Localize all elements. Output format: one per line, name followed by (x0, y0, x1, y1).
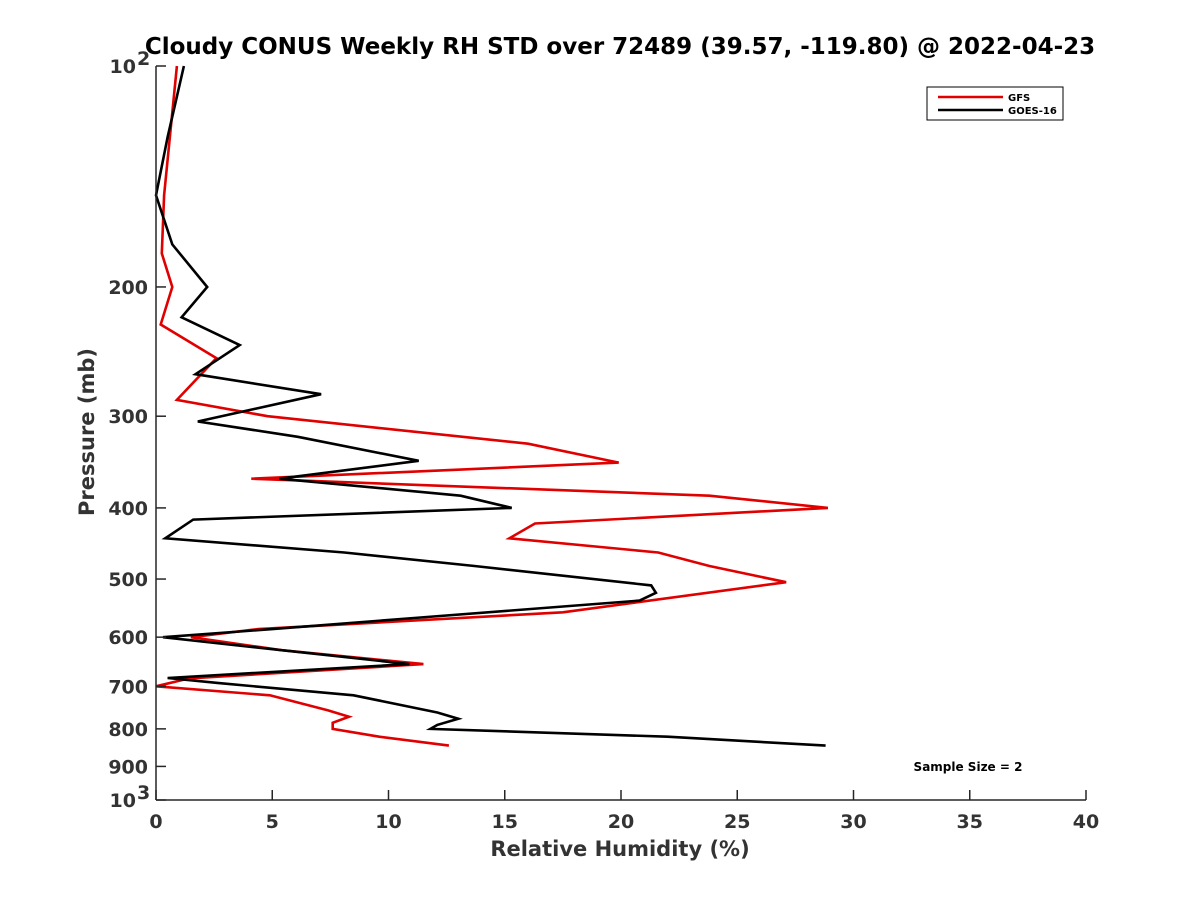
series-layer (154, 65, 829, 747)
x-tick-label: 5 (266, 811, 279, 833)
legend-label-goes16: GOES-16 (1008, 106, 1057, 117)
series-line-goes16 (154, 65, 826, 747)
y-tick-label: 10 (110, 790, 136, 812)
x-tick-label: 10 (375, 811, 401, 833)
x-axis-title: Relative Humidity (%) (490, 837, 749, 861)
y-tick-label: 10 (110, 56, 136, 78)
y-tick-label: 900 (108, 756, 148, 778)
x-tick-label: 25 (724, 811, 750, 833)
y-tick-label-exponent: 3 (137, 782, 150, 804)
x-tick-label: 0 (149, 811, 162, 833)
y-tick-label: 200 (108, 277, 148, 299)
legend-box (926, 86, 1064, 121)
y-tick-label: 500 (108, 569, 148, 591)
series-line-gfs (155, 65, 829, 747)
x-tick-label: 35 (957, 811, 983, 833)
y-tick-label: 300 (108, 406, 148, 428)
legend: GFS GOES-16 (926, 86, 1064, 121)
y-axis-title: Pressure (mb) (75, 348, 99, 516)
x-ticks: 0 5 10 15 20 25 30 35 40 (149, 790, 1099, 833)
y-tick-label: 600 (108, 627, 148, 649)
y-tick-label: 700 (108, 676, 148, 698)
y-tick-label-exponent: 2 (137, 48, 150, 70)
y-tick-label: 800 (108, 719, 148, 741)
x-tick-label: 40 (1073, 811, 1099, 833)
x-tick-label: 20 (608, 811, 634, 833)
y-tick-label: 400 (108, 498, 148, 520)
chart-title: Cloudy CONUS Weekly RH STD over 72489 (3… (145, 34, 1095, 60)
x-tick-label: 15 (492, 811, 518, 833)
legend-label-gfs: GFS (1008, 93, 1030, 104)
x-tick-label: 30 (840, 811, 866, 833)
sample-size-annotation: Sample Size = 2 (914, 760, 1023, 774)
